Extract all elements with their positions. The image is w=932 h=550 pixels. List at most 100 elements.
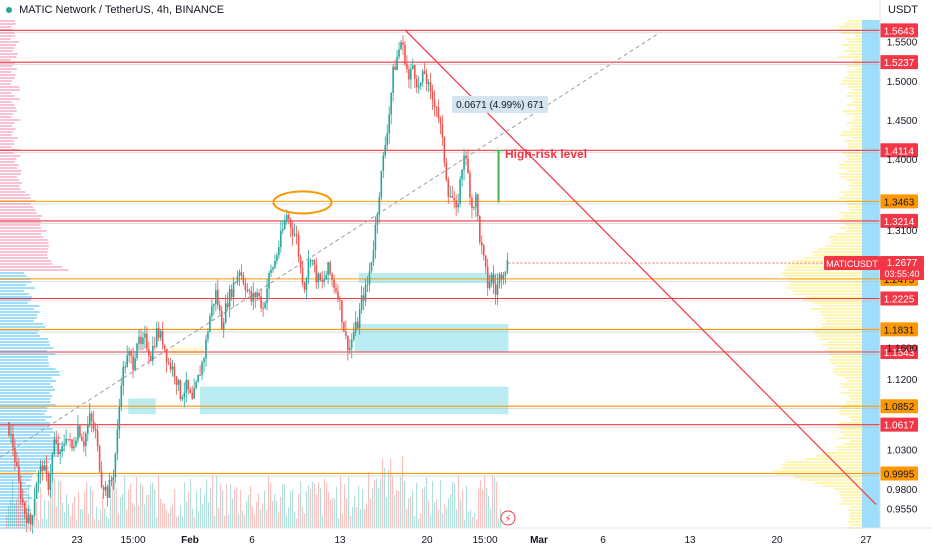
profile-bar-left (0, 326, 46, 328)
volume-bar (294, 511, 296, 528)
price-tag (880, 23, 918, 38)
profile-bar-left (0, 455, 59, 457)
profile-bar-left (0, 287, 35, 289)
volume-bar (416, 482, 418, 528)
volume-bar (76, 519, 78, 528)
candle-body (276, 255, 278, 261)
candle-body (238, 272, 241, 277)
profile-bar-right (785, 461, 862, 463)
volume-profile-right (772, 20, 880, 529)
volume-bar (388, 469, 390, 528)
profile-bar-left (0, 53, 18, 55)
candle-body (350, 339, 353, 348)
candle-body (477, 194, 479, 216)
profile-bar-right (833, 371, 862, 373)
volume-bar (42, 518, 44, 528)
candle-body (270, 269, 272, 273)
y-tick-label: 1.4000 (887, 155, 918, 166)
volume-bar (56, 506, 58, 528)
candle-body (325, 274, 327, 280)
candle-body (161, 331, 164, 345)
volume-bar (104, 508, 106, 528)
volume-bar (156, 518, 158, 528)
candle-body (189, 389, 192, 393)
candle-body (37, 473, 40, 484)
candle-body (165, 349, 168, 362)
candle-body (175, 376, 178, 385)
profile-bar-right (842, 110, 862, 112)
volume-bar (296, 518, 298, 528)
volume-bar (226, 484, 228, 528)
profile-bar-right (829, 359, 862, 361)
candle-body (100, 471, 103, 488)
profile-bar-left (0, 419, 46, 421)
candle-body (287, 214, 290, 219)
price-unit: USDT (888, 4, 918, 16)
candle-body (230, 289, 233, 298)
volume-bar (400, 476, 402, 528)
candle-body (429, 82, 432, 92)
candle-body (293, 234, 296, 236)
profile-bar-right (848, 86, 862, 88)
candle-body (151, 345, 154, 361)
profile-bar-right (844, 140, 862, 142)
volume-bar (344, 484, 346, 528)
profile-bar-left (0, 50, 13, 52)
profile-bar-left (0, 344, 50, 346)
volume-bar (290, 491, 292, 528)
candle-body (14, 447, 16, 463)
profile-bar-right (822, 485, 862, 487)
candle-body (404, 44, 406, 64)
candle-body (213, 303, 215, 306)
profile-bar-right (839, 26, 862, 28)
profile-bar-left (0, 137, 19, 139)
profile-bar-left (0, 512, 29, 514)
candle-body (469, 173, 471, 198)
profile-bar-left (0, 518, 32, 520)
candle-body (455, 200, 457, 208)
profile-bar-right (849, 440, 862, 442)
candle-body (21, 498, 24, 503)
profile-bar-right (812, 254, 862, 256)
candle-body (167, 361, 170, 363)
y-tick-label: 1.1600 (887, 344, 918, 355)
candle-body (283, 220, 286, 229)
candle-body (380, 171, 383, 198)
candle-body (43, 464, 46, 471)
profile-bar-right (831, 356, 862, 358)
profile-bar-right (840, 134, 862, 136)
profile-bar-left (0, 431, 54, 433)
volume-bar (6, 515, 8, 528)
profile-bar-right (822, 317, 862, 319)
profile-bar-left (0, 422, 50, 424)
candle-body (402, 42, 404, 45)
candle-body (496, 283, 499, 295)
profile-bar-right (828, 353, 862, 355)
price-tag-label: 1.2475 (884, 275, 915, 286)
volume-bar (342, 514, 344, 528)
candle-body (323, 279, 325, 283)
profile-bar-left (0, 62, 15, 64)
profile-bar-left (0, 146, 12, 148)
volume-bar (112, 477, 114, 528)
volume-bar (74, 496, 76, 528)
profile-bar-left (0, 110, 17, 112)
candle-body (85, 433, 87, 447)
candle-body (321, 280, 324, 283)
volume-bar (300, 481, 302, 528)
profile-bar-left (0, 206, 34, 208)
profile-bar-left (0, 191, 26, 193)
volume-bar (270, 482, 272, 528)
profile-bar-left (0, 494, 29, 496)
candle-body (132, 355, 134, 371)
profile-bar-right (812, 302, 862, 304)
profile-bar-left (0, 35, 16, 37)
volume-bar (352, 506, 354, 528)
candle-body (352, 331, 355, 340)
x-tick-label: 23 (71, 535, 83, 546)
profile-bar-right (838, 437, 862, 439)
profile-bar-left (0, 98, 20, 100)
candle-body (337, 291, 339, 300)
volume-bar (96, 506, 98, 528)
